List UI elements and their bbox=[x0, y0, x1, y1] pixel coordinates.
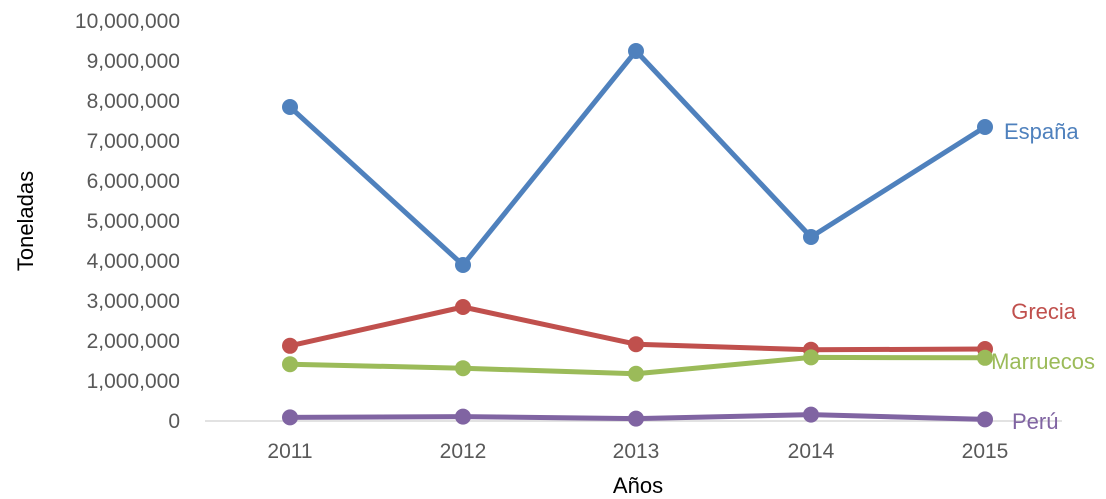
x-tick-label: 2015 bbox=[962, 440, 1009, 463]
y-axis-ticks: 0 1,000,000 2,000,000 3,000,000 4,000,000 5,0… bbox=[75, 10, 180, 433]
data-point-peru bbox=[455, 408, 471, 425]
data-point-grecia bbox=[628, 336, 644, 353]
y-tick-label: 0 bbox=[168, 410, 180, 433]
data-point-peru bbox=[628, 410, 644, 427]
y-tick-label: 2,000,000 bbox=[87, 330, 180, 353]
data-point-peru bbox=[282, 409, 298, 426]
data-point-espana bbox=[455, 257, 471, 273]
data-point-grecia bbox=[282, 337, 298, 354]
data-point-espana bbox=[977, 119, 993, 135]
y-axis-title: Toneladas bbox=[13, 171, 38, 271]
data-point-marruecos bbox=[803, 349, 819, 366]
y-tick-label: 10,000,000 bbox=[75, 10, 180, 33]
data-point-marruecos bbox=[977, 349, 993, 366]
y-tick-label: 9,000,000 bbox=[87, 50, 180, 73]
data-point-marruecos bbox=[455, 360, 471, 377]
series-label-grecia: Grecia bbox=[1011, 299, 1077, 324]
series-points bbox=[282, 43, 993, 428]
x-tick-label: 2014 bbox=[788, 440, 835, 463]
x-tick-label: 2011 bbox=[267, 440, 312, 463]
x-tick-label: 2012 bbox=[440, 440, 487, 463]
y-tick-label: 5,000,000 bbox=[87, 210, 180, 233]
y-tick-label: 3,000,000 bbox=[87, 290, 180, 313]
y-tick-label: 1,000,000 bbox=[87, 370, 180, 393]
data-point-marruecos bbox=[282, 356, 298, 373]
data-point-peru bbox=[803, 406, 819, 423]
series-lines bbox=[287, 48, 988, 422]
y-tick-label: 7,000,000 bbox=[87, 130, 180, 153]
series-label-peru: Perú bbox=[1012, 409, 1058, 434]
y-tick-label: 4,000,000 bbox=[87, 250, 180, 273]
series-labels: España Grecia Marruecos Perú bbox=[991, 119, 1095, 434]
data-point-espana bbox=[628, 43, 644, 59]
data-point-grecia bbox=[455, 299, 471, 315]
data-point-marruecos bbox=[628, 365, 644, 382]
series-label-espana: España bbox=[1004, 119, 1079, 144]
data-point-peru bbox=[977, 411, 993, 428]
y-tick-label: 8,000,000 bbox=[87, 90, 180, 113]
x-axis-title: Años bbox=[613, 473, 663, 498]
data-point-espana bbox=[282, 99, 298, 115]
series-label-marruecos: Marruecos bbox=[991, 349, 1095, 374]
x-tick-label: 2013 bbox=[613, 440, 660, 463]
x-axis-ticks: 2011 2012 2013 2014 2015 bbox=[267, 440, 1008, 463]
series-line-espana bbox=[287, 48, 988, 268]
data-point-espana bbox=[803, 229, 819, 245]
y-tick-label: 6,000,000 bbox=[87, 170, 180, 193]
